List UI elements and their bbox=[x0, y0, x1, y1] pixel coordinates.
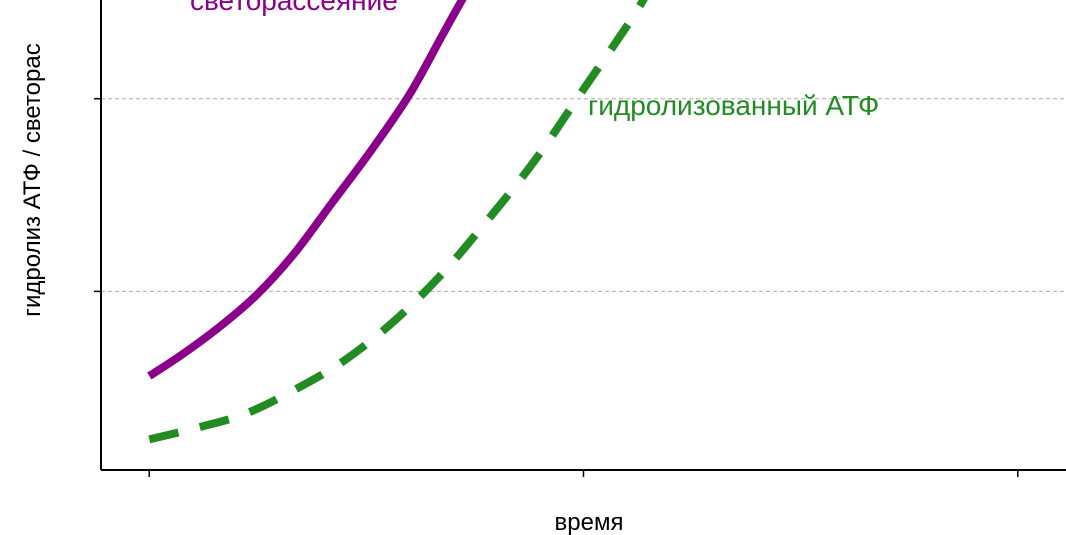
series-layer bbox=[147, 0, 648, 444]
axes bbox=[94, 0, 1066, 477]
series-labels: светорассеяние гидролизованный АТФ bbox=[190, 0, 879, 121]
x-axis-label: время bbox=[555, 509, 624, 535]
series-label-atp-hydrolyzed: гидролизованный АТФ bbox=[588, 90, 879, 121]
series-line-atp-hydrolyzed bbox=[148, 0, 648, 444]
gridlines bbox=[101, 98, 1066, 292]
series-label-light-scattering: светорассеяние bbox=[190, 0, 398, 16]
series-line-light-scattering bbox=[147, 0, 467, 380]
y-axis-label: гидролиз АТФ / светорас bbox=[19, 43, 46, 316]
